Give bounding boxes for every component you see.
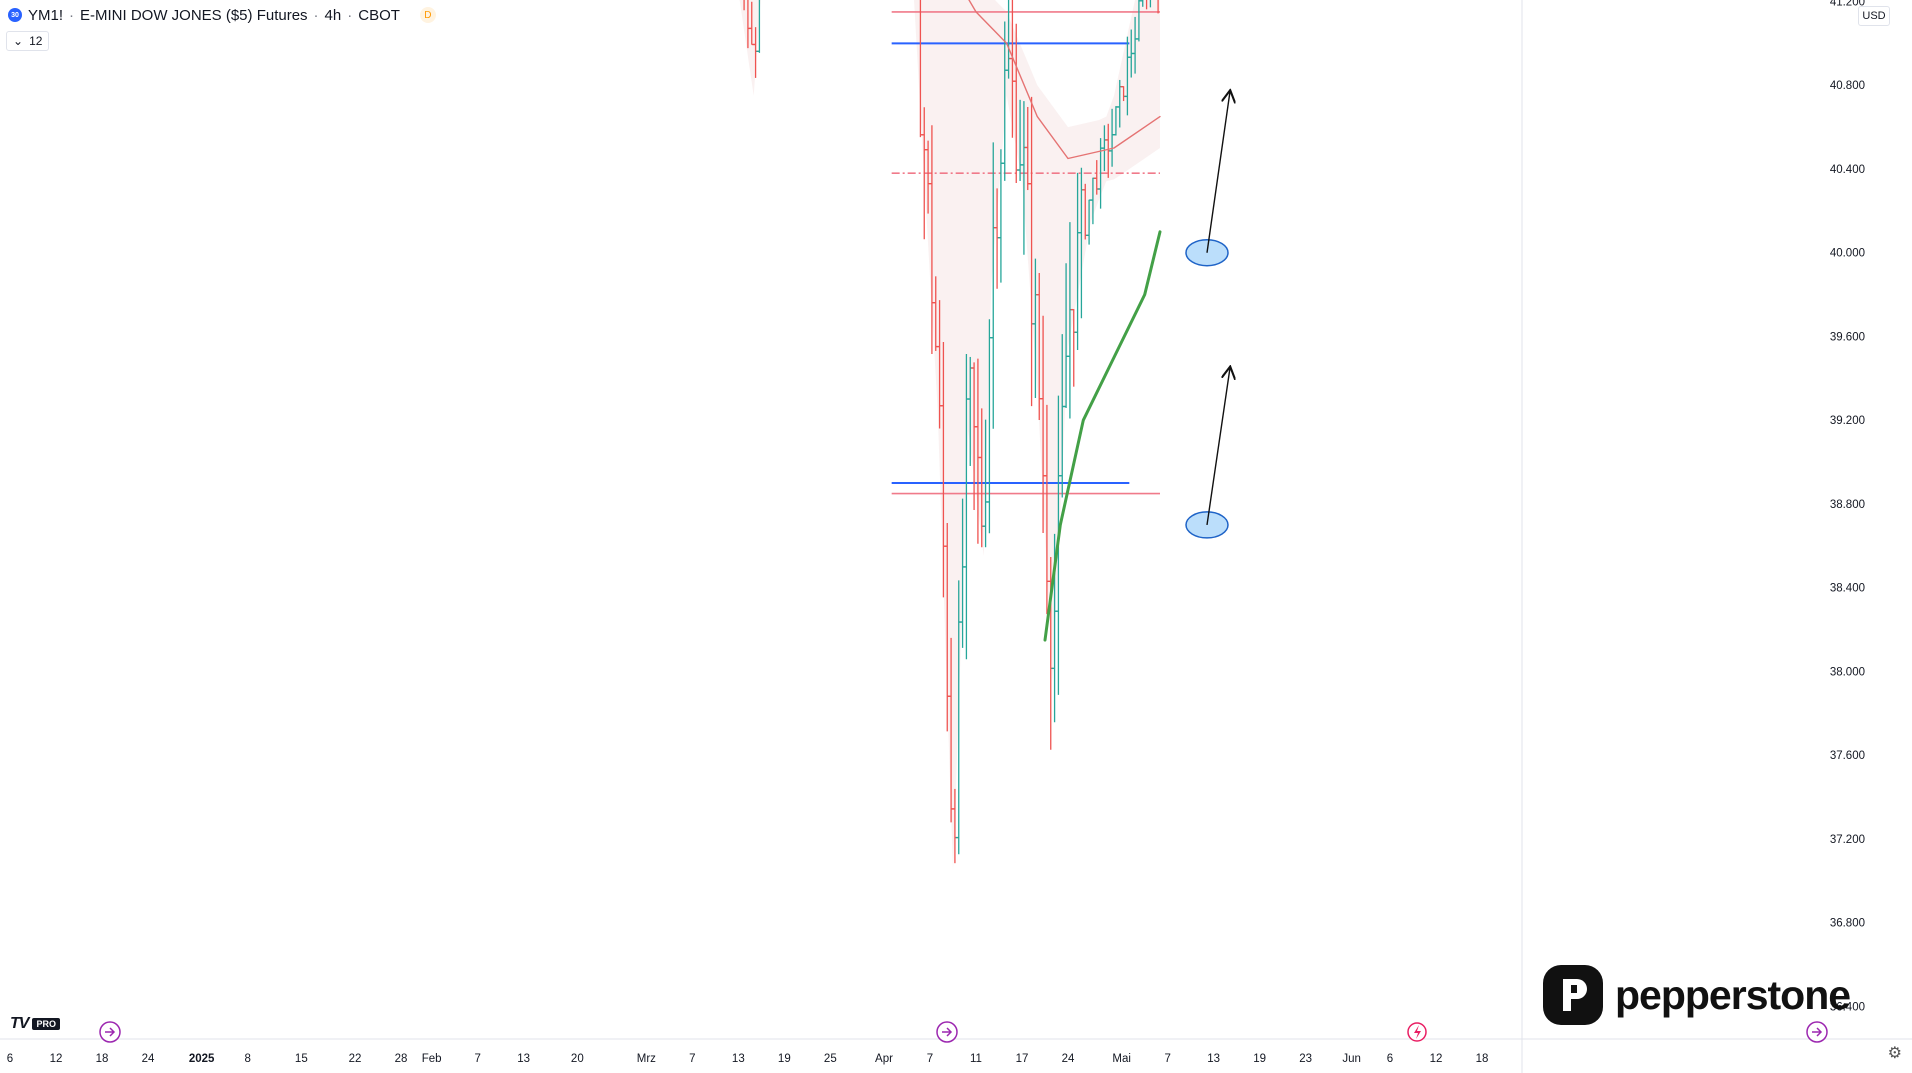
earnings-event-icon[interactable]	[1407, 1022, 1427, 1042]
x-tick-label: 17	[1016, 1053, 1029, 1065]
tv-logo-mark: TV	[10, 1015, 29, 1032]
header-separator: ·	[69, 6, 75, 24]
x-tick-label: 7	[474, 1053, 480, 1065]
x-tick-label: 24	[142, 1053, 155, 1065]
y-tick-label: 38.000	[1830, 666, 1865, 678]
x-tick-label: 13	[732, 1053, 745, 1065]
x-tick-label: Mrz	[637, 1053, 656, 1065]
annotation-arrow[interactable]	[1206, 368, 1230, 526]
annotation-arrow[interactable]	[1206, 92, 1230, 253]
x-tick-label: 15	[295, 1053, 308, 1065]
ema-cloud-band	[739, 0, 1160, 871]
symbol-description: E-MINI DOW JONES ($5) Futures	[80, 6, 308, 24]
tradingview-logo[interactable]: TV PRO	[10, 1015, 60, 1033]
y-tick-label: 39.200	[1830, 415, 1865, 427]
x-tick-label: 2025	[189, 1053, 215, 1065]
data-source-badge[interactable]: D	[419, 7, 436, 23]
chart-header: 30 YM1! · E-MINI DOW JONES ($5) Futures …	[8, 5, 436, 25]
y-tick-label: 37.200	[1830, 834, 1865, 846]
x-tick-label: 20	[571, 1053, 584, 1065]
pepperstone-logo-icon	[1543, 965, 1603, 1025]
scroll-arrow-icon[interactable]	[99, 1021, 121, 1043]
ohlc-bar[interactable]	[1155, 0, 1161, 14]
x-tick-label: 25	[824, 1053, 837, 1065]
scroll-arrow	[105, 1027, 116, 1037]
scroll-arrow-icon[interactable]	[936, 1021, 958, 1043]
x-tick-label: 7	[689, 1053, 695, 1065]
broker-logo: pepperstone	[1541, 963, 1851, 1027]
x-tick-label: 7	[1164, 1053, 1170, 1065]
symbol-logo-icon: 30	[8, 8, 22, 22]
y-tick-label: 41.200	[1830, 0, 1865, 8]
x-tick-label: 23	[1299, 1053, 1312, 1065]
ohlc-bar[interactable]	[741, 0, 747, 11]
y-tick-label: 36.800	[1830, 918, 1865, 930]
x-tick-label: 24	[1062, 1053, 1075, 1065]
exchange-label: CBOT	[358, 6, 400, 24]
y-tick-label: 40.800	[1830, 80, 1865, 92]
ohlc-bar[interactable]	[1139, 0, 1146, 7]
x-tick-label: 28	[395, 1053, 408, 1065]
scroll-arrow-icon[interactable]	[1806, 1021, 1828, 1043]
y-tick-label: 37.600	[1830, 750, 1865, 762]
x-tick-label: 13	[1207, 1053, 1220, 1065]
x-tick-label: Feb	[422, 1053, 442, 1065]
x-tick-label: 6	[7, 1053, 13, 1065]
scroll-arrow	[942, 1027, 953, 1037]
currency-selector[interactable]: USD	[1858, 6, 1890, 26]
ema-fast-line[interactable]	[1043, 230, 1162, 642]
ohlc-bar[interactable]	[756, 0, 762, 53]
symbol-ticker[interactable]: YM1!	[28, 6, 64, 24]
y-tick-label: 40.400	[1830, 164, 1865, 176]
header-separator: ·	[347, 6, 353, 24]
indicator-count: 12	[29, 34, 43, 48]
x-tick-label: 19	[1253, 1053, 1266, 1065]
y-tick-label: 38.400	[1830, 583, 1865, 595]
x-tick-label: 12	[50, 1053, 63, 1065]
y-tick-label: 36.400	[1830, 1002, 1865, 1014]
ema-mid-line[interactable]	[10, 0, 1161, 160]
x-tick-label: 12	[1430, 1053, 1443, 1065]
x-tick-label: Apr	[875, 1053, 893, 1065]
x-tick-label: Jun	[1342, 1053, 1361, 1065]
chevron-down-icon: ⌄	[13, 34, 24, 48]
indicator-toggle[interactable]: ⌄ 12	[6, 31, 50, 51]
y-tick-label: 39.600	[1830, 331, 1865, 343]
y-tick-label: 40.000	[1830, 248, 1865, 260]
header-separator: ·	[313, 6, 319, 24]
broker-name: pepperstone	[1615, 971, 1851, 1018]
x-tick-label: 18	[1476, 1053, 1489, 1065]
ohlc-bar[interactable]	[1144, 0, 1150, 10]
gear-icon[interactable]: ⚙	[1887, 1045, 1902, 1062]
x-tick-label: 6	[1387, 1053, 1393, 1065]
x-tick-label: 7	[927, 1053, 933, 1065]
lightning-icon	[1414, 1025, 1421, 1039]
x-tick-label: Mai	[1112, 1053, 1131, 1065]
scroll-arrow	[1812, 1027, 1823, 1037]
x-tick-label: 19	[778, 1053, 791, 1065]
x-tick-label: 11	[970, 1053, 982, 1065]
x-tick-label: 8	[244, 1053, 250, 1065]
interval-label[interactable]: 4h	[324, 6, 342, 24]
tv-pro-badge: PRO	[32, 1018, 60, 1030]
y-tick-label: 38.800	[1830, 499, 1865, 511]
x-tick-label: 18	[96, 1053, 109, 1065]
x-tick-label: 22	[349, 1053, 362, 1065]
x-tick-label: 13	[517, 1053, 530, 1065]
